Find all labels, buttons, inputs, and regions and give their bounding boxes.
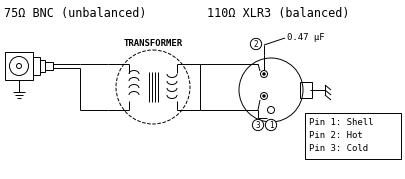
Circle shape xyxy=(262,73,264,75)
Text: Pin 2: Hot: Pin 2: Hot xyxy=(308,131,362,140)
Circle shape xyxy=(262,95,264,97)
Text: 2: 2 xyxy=(253,40,258,49)
Bar xyxy=(40,60,45,72)
Text: 110Ω XLR3 (balanced): 110Ω XLR3 (balanced) xyxy=(207,7,349,20)
Bar xyxy=(304,113,400,159)
Bar xyxy=(5,52,33,80)
Text: 1: 1 xyxy=(268,120,273,129)
Text: 0.47 μF: 0.47 μF xyxy=(286,33,324,42)
Text: Pin 3: Cold: Pin 3: Cold xyxy=(308,144,367,153)
Text: TRANSFORMER: TRANSFORMER xyxy=(123,39,182,48)
Text: Pin 1: Shell: Pin 1: Shell xyxy=(308,118,373,127)
Bar xyxy=(33,57,40,75)
Text: 75Ω BNC (unbalanced): 75Ω BNC (unbalanced) xyxy=(4,7,146,20)
Bar xyxy=(45,62,53,70)
Bar xyxy=(299,82,311,98)
Text: 3: 3 xyxy=(255,120,260,129)
